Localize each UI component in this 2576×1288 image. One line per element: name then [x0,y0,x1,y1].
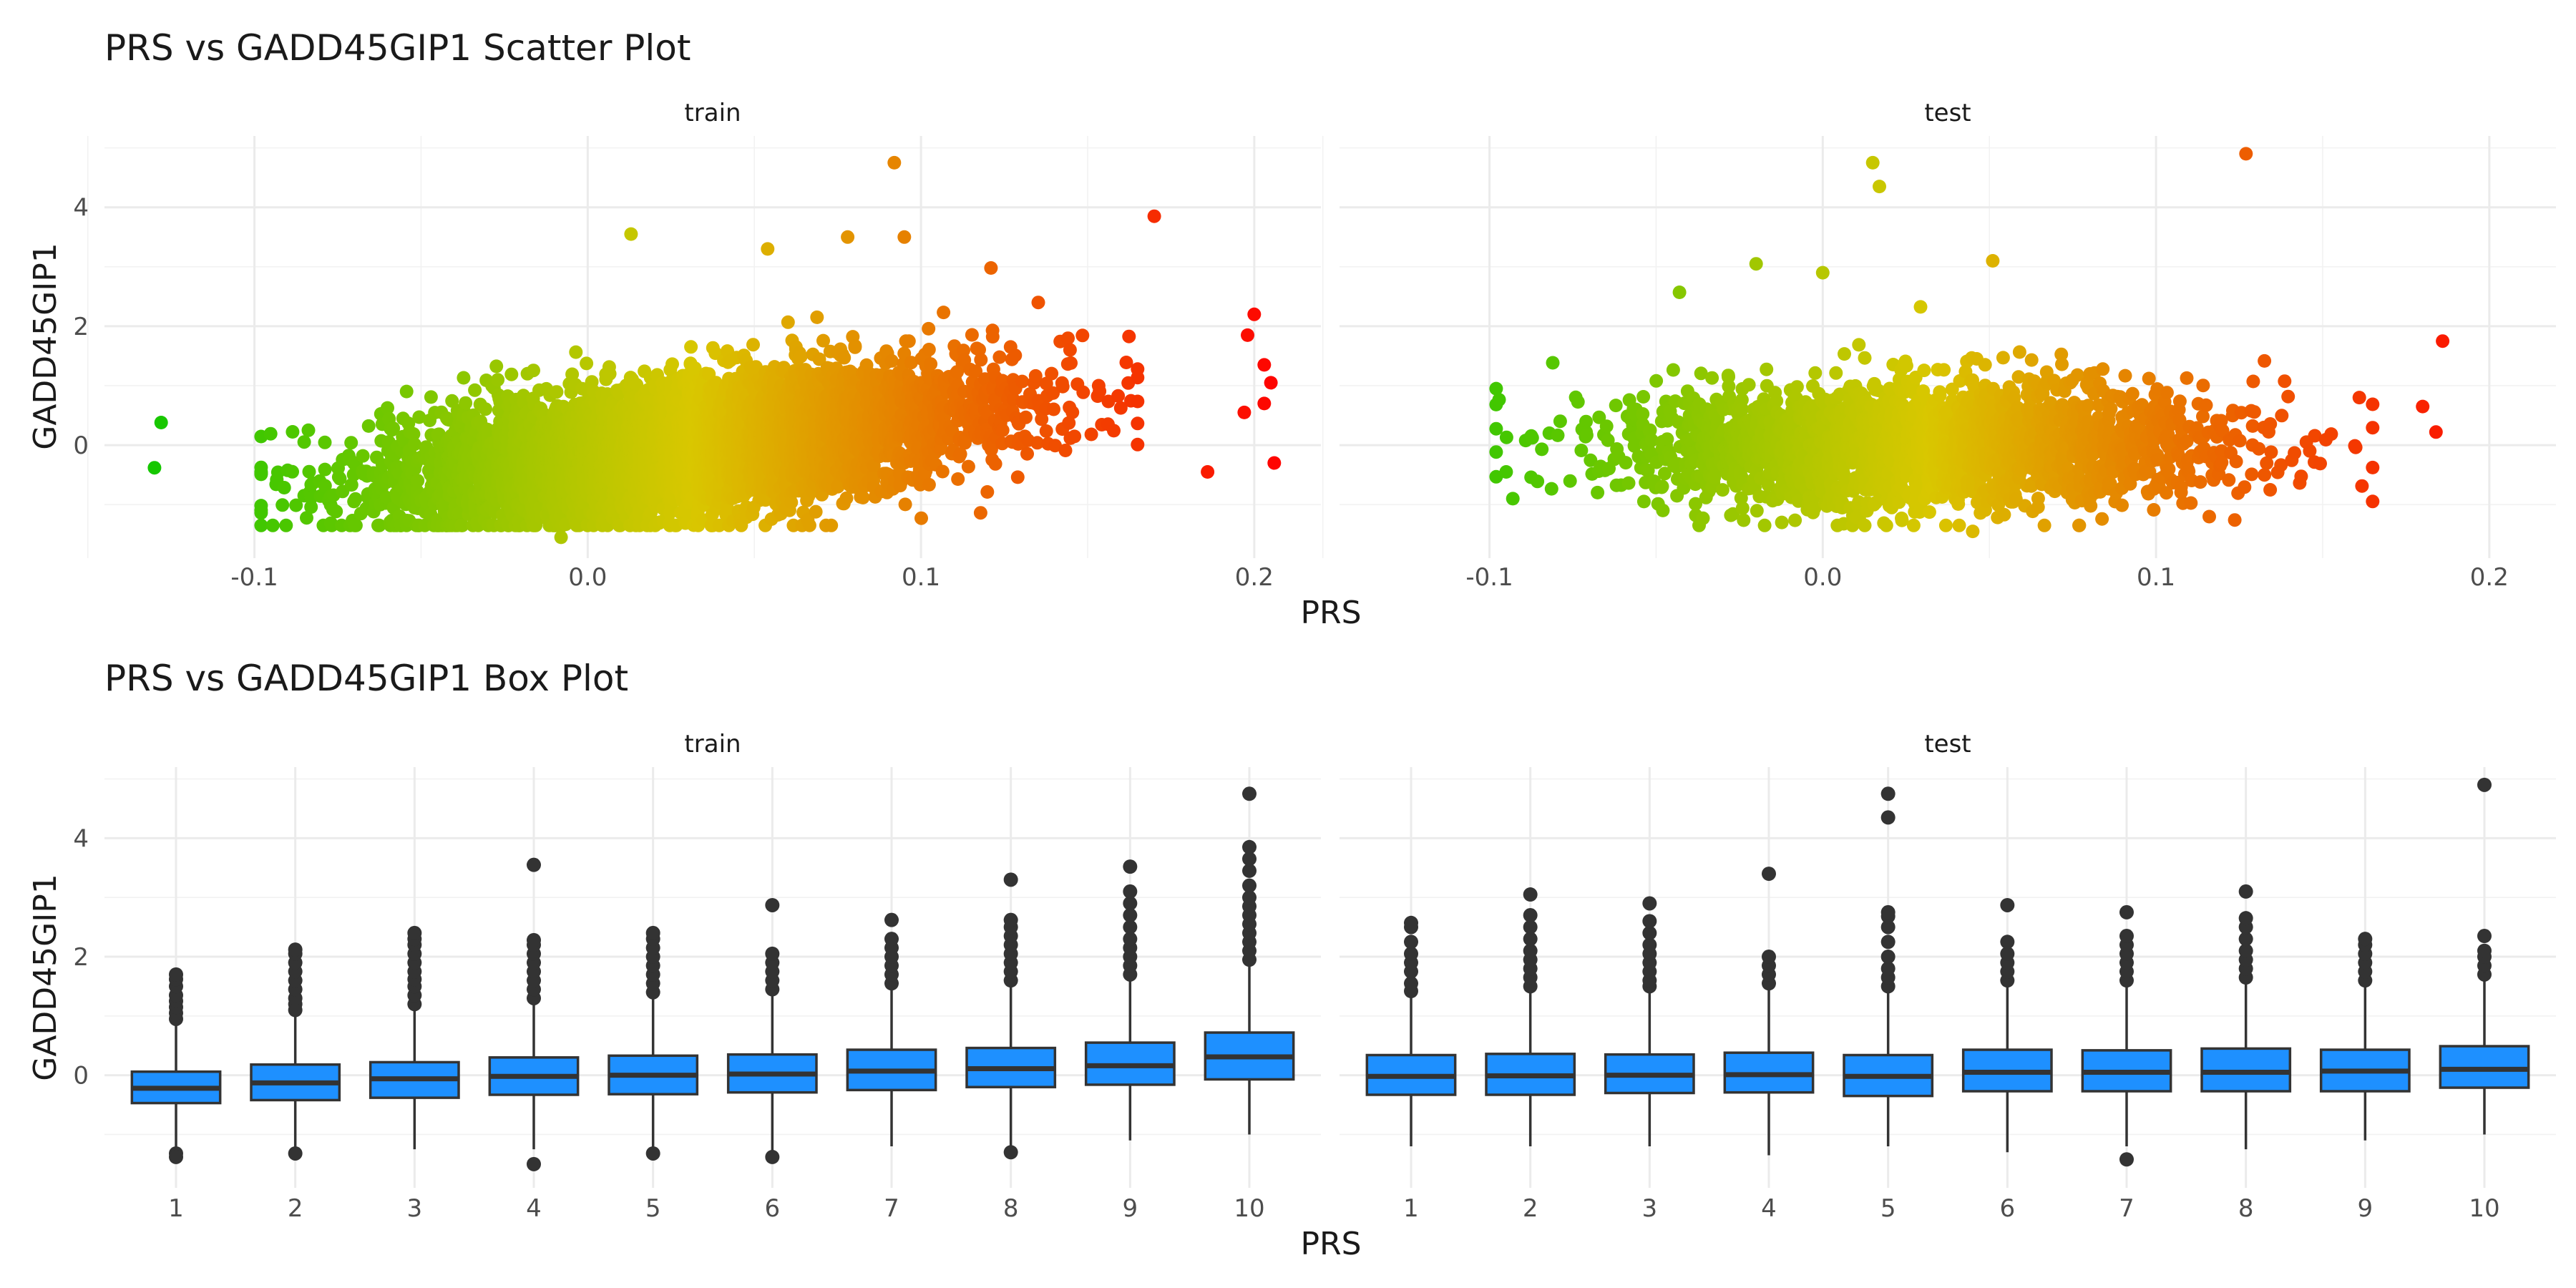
data-point [275,498,290,512]
data-point [424,390,438,404]
data-point [489,359,504,374]
data-point [746,338,760,352]
data-point [333,472,347,486]
data-point [325,518,339,532]
data-point [318,462,332,477]
data-point [580,356,594,371]
data-point [147,461,162,475]
data-point [602,366,617,381]
data-point [407,437,421,452]
data-point [411,474,425,488]
data-point [154,416,168,429]
data-point [289,498,303,512]
scatter-points [147,155,1282,545]
data-point [468,383,482,397]
data-point [491,373,505,387]
data-point [527,364,540,378]
scatter-facet-label-test: test [1924,99,1971,127]
data-point [399,384,414,399]
data-point [504,367,519,381]
data-point [254,518,268,532]
data-point [361,419,376,433]
scatter-facet-label-train: train [684,99,741,127]
data-point [554,530,568,545]
data-point [263,426,278,441]
data-point [824,518,839,532]
data-point [318,435,332,449]
data-point [348,492,363,506]
data-point [372,518,386,532]
data-point [459,396,473,410]
data-point [254,503,268,517]
data-point [356,449,370,463]
data-point [810,310,824,324]
data-point [922,477,936,492]
data-point [300,511,313,525]
data-point [902,334,916,348]
data-point [265,518,280,532]
data-point [565,367,580,381]
data-point [802,518,816,532]
data-point [455,518,469,532]
data-point [914,511,928,525]
data-point [624,227,638,241]
data-point [841,230,855,244]
data-point [848,339,862,353]
data-point [856,490,870,504]
data-point [809,504,823,519]
data-point [569,345,583,359]
data-point [479,402,492,416]
data-point [406,427,421,441]
data-point [898,497,912,512]
data-point [386,421,401,435]
data-point [286,425,300,439]
data-point [302,464,316,479]
data-point [329,504,343,519]
data-point [922,343,936,356]
data-point [279,518,293,532]
data-point [286,464,299,479]
data-point [897,230,912,244]
data-point [922,321,936,336]
data-point [550,385,564,399]
data-point [837,351,852,365]
data-point [381,401,394,415]
scatter-plot-title: PRS vs GADD45GIP1 Scatter Plot [104,27,691,69]
data-point [884,353,899,368]
data-point [297,435,311,449]
data-point [254,460,268,474]
data-point [781,315,795,329]
data-point [684,340,698,354]
data-point [924,357,938,371]
data-point [318,479,332,493]
data-point [412,410,426,424]
data-point [344,478,358,492]
data-point [348,518,363,532]
data-point [457,371,471,385]
data-point [665,357,679,371]
data-point [277,481,291,494]
data-point [301,423,316,437]
data-point [887,155,902,170]
data-point [794,349,808,364]
data-point [688,361,702,375]
data-point [344,436,358,450]
data-point [761,242,775,256]
